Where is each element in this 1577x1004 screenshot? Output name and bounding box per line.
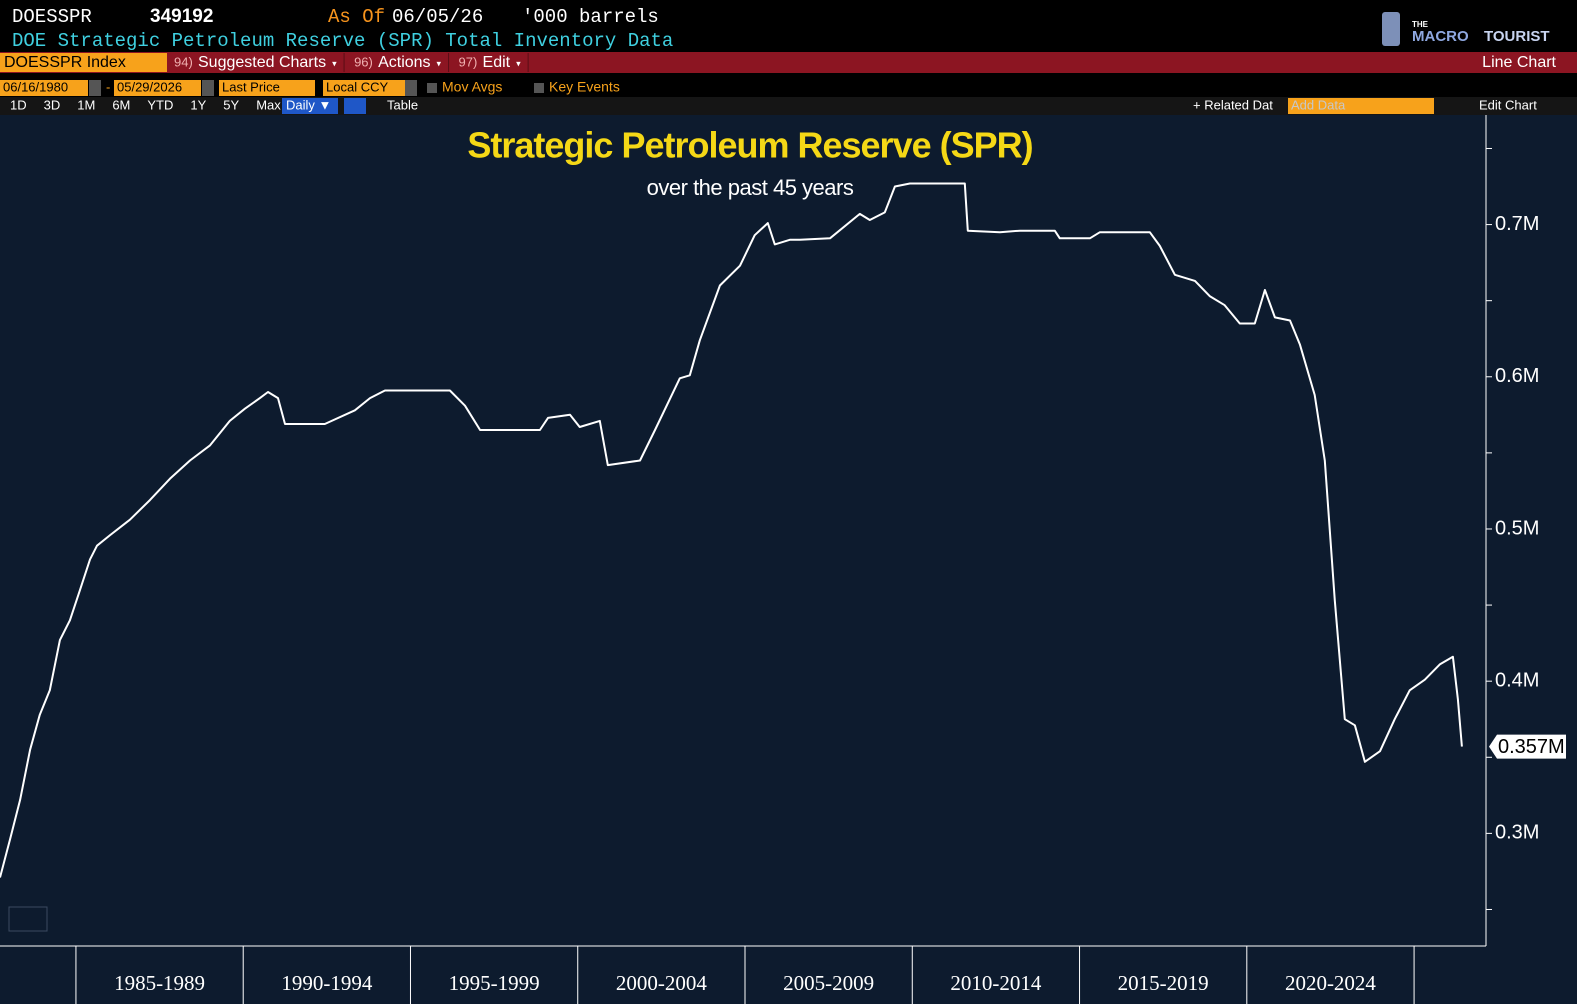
- menu-bar: [0, 52, 1577, 73]
- header-bg: [0, 0, 1577, 52]
- start-field[interactable]: [0, 80, 88, 96]
- series-line: [0, 182, 1463, 878]
- y-tick-label: 0.6M: [1495, 365, 1539, 387]
- range-button[interactable]: 6M: [112, 97, 130, 112]
- description: DOE Strategic Petroleum Reserve (SPR) To…: [12, 30, 673, 52]
- last-price-label: 0.357M: [1498, 736, 1565, 758]
- chart-bg: [0, 115, 1577, 1004]
- edit-chart[interactable]: Edit Chart: [1479, 97, 1537, 112]
- units: '000 barrels: [522, 6, 659, 28]
- calendar-icon[interactable]: [202, 80, 214, 96]
- menu-number[interactable]: 96): [354, 54, 373, 69]
- menu-label[interactable]: Edit: [483, 54, 511, 71]
- add-data[interactable]: Add Data: [1291, 97, 1346, 112]
- menu-number[interactable]: 97): [459, 54, 478, 69]
- x-tick-label: 2020-2024: [1285, 971, 1376, 995]
- menu-label[interactable]: Suggested Charts: [198, 54, 326, 71]
- x-tick-label: 2005-2009: [783, 971, 874, 995]
- menu-caret[interactable]: ▾: [332, 58, 337, 68]
- table-button[interactable]: Table: [387, 97, 418, 112]
- currency[interactable]: Local CCY: [326, 79, 388, 94]
- view-name: Line Chart: [1482, 54, 1556, 71]
- currency-select[interactable]: [323, 80, 405, 96]
- logo-rest: TOURIST: [1484, 28, 1550, 45]
- menu-caret[interactable]: ▾: [516, 58, 521, 68]
- dash: -: [106, 79, 110, 94]
- frequency-button[interactable]: [282, 98, 338, 114]
- x-tick-label: 2010-2014: [950, 971, 1041, 995]
- logo-small: THE: [1412, 20, 1429, 29]
- dropdown[interactable]: [405, 80, 417, 96]
- related-data[interactable]: + Related Dat: [1193, 97, 1273, 112]
- x-tick-label: 2015-2019: [1118, 971, 1209, 995]
- menu-caret[interactable]: ▾: [437, 58, 442, 68]
- range-button[interactable]: 3D: [44, 97, 61, 112]
- mov-avgs[interactable]: Mov Avgs: [442, 79, 502, 95]
- key-events[interactable]: Key Events: [549, 79, 620, 95]
- calendar-icon[interactable]: [89, 80, 101, 96]
- logo-icon: [1382, 12, 1400, 46]
- last-price-box: [1489, 734, 1566, 759]
- y-tick-label: 0.4M: [1495, 669, 1539, 691]
- x-tick-label: 1985-1989: [114, 971, 205, 995]
- range-button[interactable]: YTD: [147, 97, 173, 112]
- end-date[interactable]: 05/29/2026: [117, 79, 182, 94]
- menu-label[interactable]: Actions: [378, 54, 430, 71]
- as-of-date: 06/05/26: [392, 6, 483, 28]
- checkbox[interactable]: [427, 83, 437, 93]
- as-of-label: As Of: [328, 6, 385, 28]
- y-tick-label: 0.3M: [1495, 822, 1539, 844]
- chart-title: Strategic Petroleum Reserve (SPR): [467, 125, 1032, 166]
- x-tick-label: 1990-1994: [281, 971, 372, 995]
- last-value: 349192: [150, 6, 213, 27]
- range-button[interactable]: 1D: [10, 97, 27, 112]
- logo-bold: MACRO: [1412, 28, 1469, 45]
- ticker: DOESSPR: [12, 6, 92, 28]
- range-button[interactable]: 1M: [77, 97, 95, 112]
- menu-number[interactable]: 94): [174, 54, 193, 69]
- x-tick-label: 1995-1999: [449, 971, 540, 995]
- chart-icon[interactable]: [344, 98, 366, 114]
- frequency[interactable]: Daily ▼: [286, 97, 331, 112]
- x-tick-label: 2000-2004: [616, 971, 707, 995]
- range-button[interactable]: Max: [256, 97, 281, 112]
- y-tick-label: 0.7M: [1495, 213, 1539, 235]
- range-button[interactable]: 1Y: [190, 97, 206, 112]
- chart-type-icon[interactable]: [8, 906, 48, 932]
- range-button[interactable]: 5Y: [223, 97, 239, 112]
- security-field[interactable]: [0, 53, 167, 72]
- chart-subtitle: over the past 45 years: [647, 175, 854, 200]
- end-field[interactable]: [114, 80, 201, 96]
- security[interactable]: DOESSPR Index: [4, 54, 126, 71]
- add-data-field[interactable]: [1288, 98, 1434, 114]
- start-date[interactable]: 06/16/1980: [3, 79, 68, 94]
- field[interactable]: Last Price: [222, 79, 280, 94]
- y-tick-label: 0.5M: [1495, 517, 1539, 539]
- field-select[interactable]: [219, 80, 315, 96]
- range-bar: [0, 97, 1577, 115]
- checkbox[interactable]: [534, 83, 544, 93]
